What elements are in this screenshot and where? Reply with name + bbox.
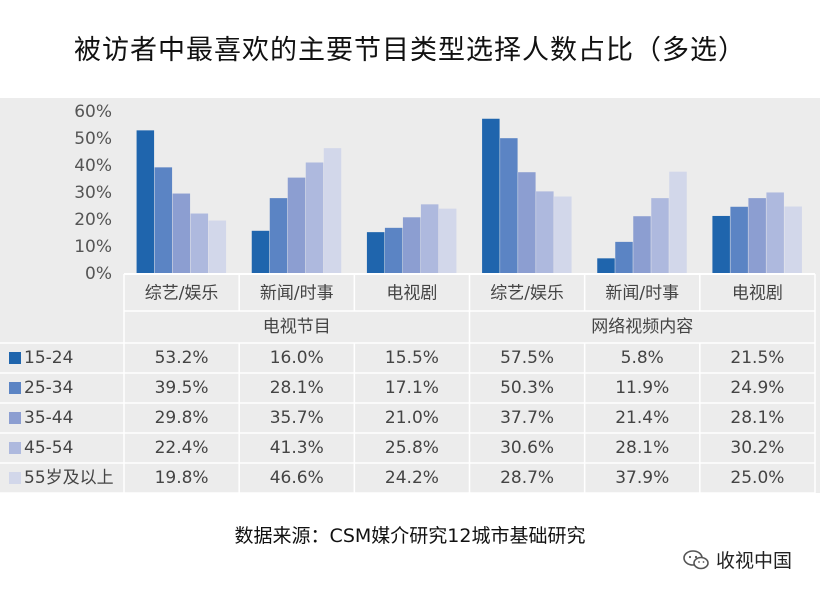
- data-label: 30.2%: [730, 438, 784, 458]
- data-label: 46.6%: [270, 468, 324, 488]
- bar: [597, 258, 615, 274]
- data-label: 17.1%: [385, 378, 439, 398]
- bar: [748, 198, 766, 274]
- wechat-logo-icon: [683, 549, 709, 569]
- data-label: 28.1%: [270, 378, 324, 398]
- data-label: 30.6%: [500, 438, 554, 458]
- data-label: 28.1%: [615, 438, 669, 458]
- data-label: 21.4%: [615, 408, 669, 428]
- bar: [784, 206, 802, 274]
- category-label: 综艺/娱乐: [145, 284, 219, 304]
- legend-label: 55岁及以上: [24, 468, 114, 488]
- bar: [305, 162, 324, 274]
- group-label: 网络视频内容: [591, 317, 693, 337]
- data-label: 50.3%: [500, 378, 554, 398]
- data-label: 25.0%: [730, 468, 784, 488]
- y-tick-label: 40%: [74, 156, 112, 176]
- data-label: 21.0%: [385, 408, 439, 428]
- data-label: 28.1%: [730, 408, 784, 428]
- bar: [536, 191, 554, 274]
- bar: [518, 172, 536, 274]
- legend-label: 45-54: [24, 438, 73, 458]
- category-label: 综艺/娱乐: [490, 284, 564, 304]
- y-tick-label: 10%: [74, 237, 112, 257]
- data-label: 5.8%: [621, 348, 664, 368]
- data-label: 16.0%: [270, 348, 324, 368]
- legend-swatch: [9, 382, 21, 394]
- data-label: 29.8%: [155, 408, 209, 428]
- bar: [730, 206, 748, 274]
- data-label: 57.5%: [500, 348, 554, 368]
- legend-label: 15-24: [24, 348, 73, 368]
- data-label: 11.9%: [615, 378, 669, 398]
- legend-swatch: [9, 352, 21, 364]
- bar: [669, 171, 687, 274]
- legend-swatch: [9, 472, 21, 484]
- bar-chart-with-data-table: 0% 10% 20% 30% 40% 50% 60% 综艺/娱乐 新闻/时事 电视剧 综艺/娱乐 新闻…: [0, 102, 816, 493]
- bar: [420, 204, 439, 274]
- bar: [366, 232, 385, 274]
- bar: [136, 130, 155, 274]
- category-label: 新闻/时事: [605, 284, 679, 304]
- legend-swatch: [9, 412, 21, 424]
- category-label: 电视剧: [732, 284, 783, 304]
- y-tick-label: 60%: [74, 102, 112, 122]
- bar: [712, 215, 730, 274]
- data-label: 25.8%: [385, 438, 439, 458]
- bar: [482, 118, 500, 274]
- bar: [287, 177, 306, 274]
- category-label: 新闻/时事: [260, 284, 334, 304]
- y-tick-label: 20%: [74, 210, 112, 230]
- y-tick-label: 30%: [74, 183, 112, 203]
- bar: [208, 220, 227, 274]
- data-label: 22.4%: [155, 438, 209, 458]
- data-label: 19.8%: [155, 468, 209, 488]
- data-label: 37.9%: [615, 468, 669, 488]
- bar: [269, 198, 288, 274]
- data-label: 15.5%: [385, 348, 439, 368]
- bar: [402, 217, 421, 274]
- bar: [384, 227, 403, 274]
- category-label: 电视剧: [386, 284, 437, 304]
- bar: [438, 208, 457, 274]
- data-label: 21.5%: [730, 348, 784, 368]
- data-label: 35.7%: [270, 408, 324, 428]
- data-label: 28.7%: [500, 468, 554, 488]
- data-label: 24.2%: [385, 468, 439, 488]
- bar: [190, 213, 209, 274]
- bar: [154, 167, 173, 274]
- data-label: 39.5%: [155, 378, 209, 398]
- brand-watermark: 收视中国: [682, 546, 792, 573]
- data-label: 41.3%: [270, 438, 324, 458]
- legend-label: 25-34: [24, 378, 73, 398]
- group-label: 电视节目: [263, 317, 331, 337]
- bar: [251, 230, 270, 274]
- bar: [554, 196, 572, 274]
- legend-label: 35-44: [24, 408, 73, 428]
- brand-name: 收视中国: [716, 550, 793, 572]
- y-tick-label: 0%: [85, 264, 112, 284]
- data-label: 24.9%: [730, 378, 784, 398]
- y-tick-label: 50%: [74, 129, 112, 149]
- bar: [651, 198, 669, 274]
- data-label: 37.7%: [500, 408, 554, 428]
- bar: [615, 241, 633, 274]
- bar: [633, 216, 651, 274]
- bar: [500, 138, 518, 274]
- data-label: 53.2%: [155, 348, 209, 368]
- chart-title: 被访者中最喜欢的主要节目类型选择人数占比（多选）: [74, 35, 746, 66]
- bar: [172, 193, 191, 274]
- legend-swatch: [9, 442, 21, 454]
- data-source-note: 数据来源：CSM媒介研究12城市基础研究: [234, 525, 586, 547]
- bar: [323, 148, 342, 274]
- bar: [766, 192, 784, 274]
